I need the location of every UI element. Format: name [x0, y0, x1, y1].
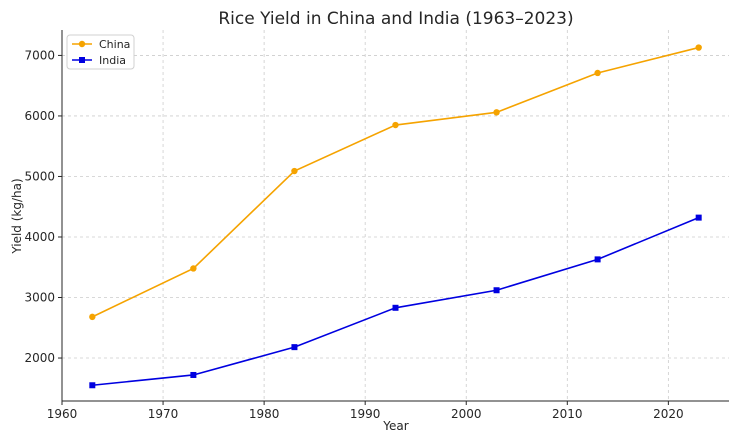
china-data-point — [594, 69, 601, 77]
y-tick-label: 3000 — [24, 291, 55, 305]
axes — [61, 30, 729, 402]
india-data-point — [493, 287, 500, 294]
china-data-point — [695, 44, 702, 51]
x-tick-label: 1960 — [47, 407, 78, 421]
india-series-line — [92, 216, 699, 387]
china-data-point — [291, 167, 298, 175]
x-tick-label: 1970 — [148, 407, 179, 421]
china-data-point — [190, 265, 197, 272]
x-tick-label: 2010 — [552, 407, 583, 421]
china-data-point — [392, 121, 399, 129]
india-data-point — [594, 256, 601, 263]
china-data-point — [89, 313, 96, 321]
x-tick-label: 2000 — [451, 407, 482, 421]
grid — [62, 30, 729, 401]
x-tick-label: 1990 — [350, 407, 381, 421]
x-tick-label: 1980 — [249, 407, 280, 421]
legend: China India — [66, 34, 135, 70]
y-tick-label: 4000 — [24, 230, 55, 244]
china-series-line — [91, 46, 699, 318]
x-axis-ticks: 1960 1970 1980 1990 2000 2010 2020 — [47, 401, 684, 421]
y-tick-label: 6000 — [24, 109, 55, 123]
legend-marker-china — [78, 40, 86, 48]
legend-marker-india — [79, 57, 85, 63]
india-data-point — [392, 304, 399, 311]
y-tick-label: 5000 — [24, 169, 55, 183]
india-data-point — [190, 371, 197, 378]
y-axis-label: Yield (kg/ha) — [10, 178, 24, 254]
china-data-point — [493, 109, 500, 116]
chart-title: Rice Yield in China and India (1963–2023… — [218, 9, 573, 29]
x-axis-label: Year — [382, 419, 408, 433]
x-tick-label: 2020 — [653, 407, 684, 421]
series-layer — [89, 44, 702, 389]
india-data-point — [89, 382, 96, 389]
y-axis-ticks: 2000 3000 4000 5000 6000 7000 — [24, 48, 62, 365]
india-data-point — [291, 344, 298, 351]
india-data-point — [695, 214, 702, 221]
legend-label-india: India — [99, 54, 126, 67]
y-tick-label: 2000 — [24, 351, 55, 365]
y-tick-label: 7000 — [24, 48, 55, 62]
legend-label-china: China — [99, 38, 130, 51]
